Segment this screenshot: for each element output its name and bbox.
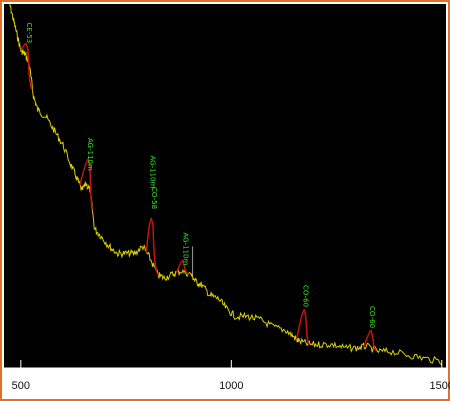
peak-label-1: AG-110m xyxy=(86,138,94,171)
peak-label-6: CO-60 xyxy=(368,306,376,328)
peak-4 xyxy=(295,308,310,346)
peak-label-3: CO-58 xyxy=(150,187,158,209)
x-tick-label-1: 1000 xyxy=(219,380,243,392)
peak-2 xyxy=(145,217,160,276)
peak-0 xyxy=(20,42,34,91)
peak-label-0: CE-53 xyxy=(25,23,33,44)
peak-label-2: AG-110m xyxy=(149,156,157,189)
x-tick-label-2: 1500 xyxy=(430,380,450,392)
spectrum-line xyxy=(9,4,443,366)
peak-5 xyxy=(363,329,377,352)
x-tick-label-0: 500 xyxy=(12,380,30,392)
x-axis-strip xyxy=(4,368,446,399)
peak-label-4: AG-110m xyxy=(181,233,189,266)
peak-3 xyxy=(175,259,190,275)
peak-1 xyxy=(79,158,94,211)
peak-label-5: CO-60 xyxy=(302,285,310,307)
